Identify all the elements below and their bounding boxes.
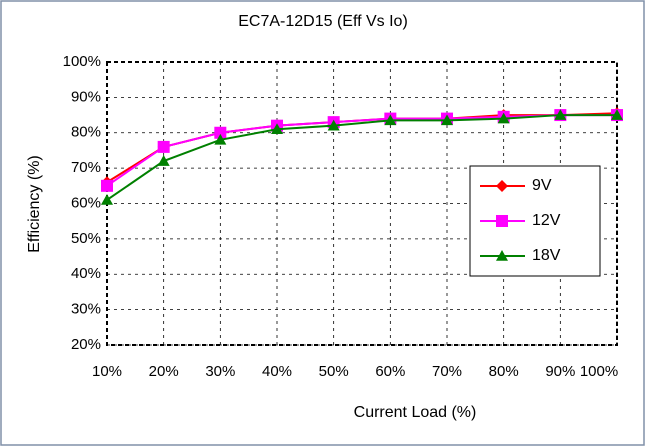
marker <box>496 215 508 227</box>
legend-label: 9V <box>532 177 552 194</box>
x-tick-label: 90% <box>545 363 575 380</box>
y-tick-label: 50% <box>71 230 101 247</box>
x-tick-label: 60% <box>375 363 405 380</box>
marker <box>101 179 113 192</box>
marker <box>214 133 227 145</box>
y-tick-label: 90% <box>71 88 101 105</box>
x-tick-label: 80% <box>489 363 519 380</box>
marker <box>496 250 508 261</box>
x-tick-label: 30% <box>205 363 235 380</box>
marker <box>101 193 113 205</box>
chart-title: EC7A-12D15 (Eff Vs Io) <box>238 13 408 30</box>
x-tick-label: 70% <box>432 363 462 380</box>
y-tick-label: 80% <box>71 124 101 141</box>
series-line <box>106 114 617 201</box>
marker <box>554 109 567 120</box>
x-tick-label: 100% <box>580 363 618 380</box>
y-tick-label: 20% <box>71 336 101 353</box>
x-tick-label: 20% <box>149 363 179 380</box>
x-tick-label: 40% <box>262 363 292 380</box>
marker <box>384 114 397 126</box>
y-tick-label: 100% <box>63 53 101 70</box>
marker <box>496 180 508 192</box>
marker <box>441 114 453 126</box>
marker <box>611 109 623 120</box>
x-tick-label: 10% <box>92 363 122 380</box>
marker <box>327 119 340 131</box>
legend-label: 18V <box>532 247 561 264</box>
y-tick-label: 30% <box>71 301 101 318</box>
y-axis-label: Efficiency (%) <box>26 155 43 253</box>
y-tick-label: 60% <box>71 194 101 211</box>
marker <box>497 112 510 124</box>
y-tick-label: 70% <box>71 159 101 176</box>
marker <box>157 140 170 153</box>
marker <box>157 155 170 166</box>
x-tick-label: 50% <box>319 363 349 380</box>
marker <box>271 123 283 135</box>
legend-label: 12V <box>532 212 561 229</box>
marker <box>214 126 227 139</box>
x-axis-label: Current Load (%) <box>354 404 477 421</box>
y-tick-label: 40% <box>71 265 101 282</box>
